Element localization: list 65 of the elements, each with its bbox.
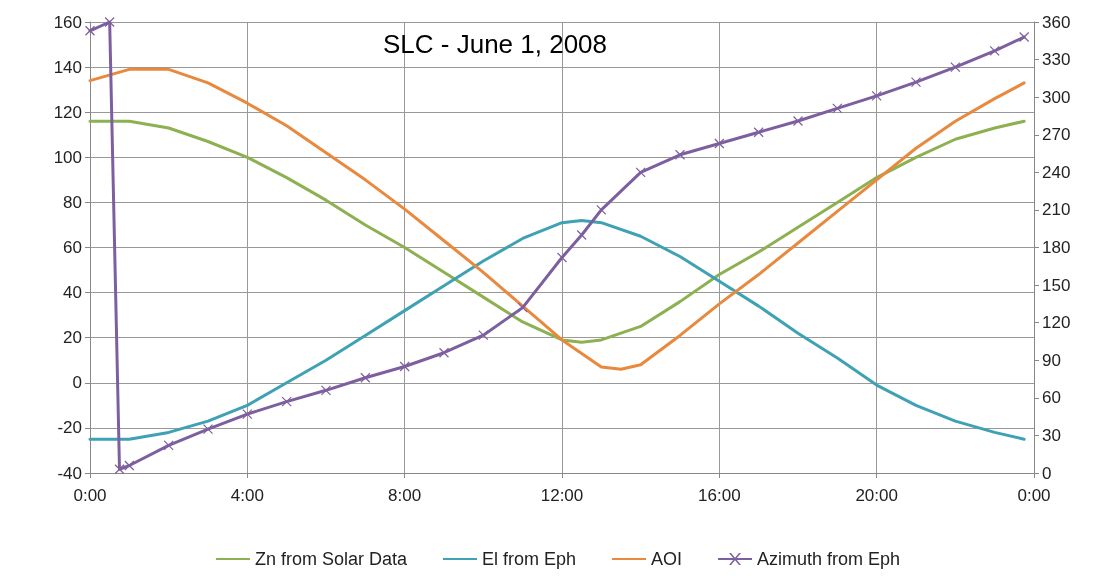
y-tick-label: 100 [53, 147, 82, 167]
y2-tick-label: 240 [1042, 162, 1071, 182]
y2-tick-label: 330 [1042, 50, 1071, 70]
y2-tick-label: 180 [1042, 238, 1071, 257]
point [950, 62, 961, 73]
legend-label: El from Eph [481, 549, 577, 569]
y-tick-label: 140 [53, 57, 82, 77]
y-tick-label: 160 [53, 12, 82, 32]
point [84, 25, 96, 36]
line-series [88, 119, 1026, 344]
point [556, 252, 568, 263]
y2-tick-label: 30 [1042, 425, 1061, 445]
point [360, 372, 371, 383]
x-tick-label: 20:00 [855, 486, 898, 505]
y-tick-label: 60 [63, 238, 82, 257]
point [478, 330, 489, 341]
y-tick-label: -40 [57, 463, 82, 483]
x-tick-label: 0:00 [1017, 486, 1051, 505]
y-tick-label: 80 [63, 192, 82, 212]
point [910, 77, 922, 88]
chart-title: SLC - June 1, 2008 [383, 29, 608, 59]
point [104, 16, 115, 28]
x-tick-label: 0:00 [73, 486, 107, 505]
line-series [88, 218, 1026, 441]
point [1019, 31, 1030, 43]
point [714, 138, 725, 149]
y-tick-label: 40 [63, 283, 82, 303]
legend-label: Zn from Solar Data [254, 549, 408, 569]
point [163, 440, 174, 451]
y2-tick-label: 90 [1042, 350, 1061, 370]
x-tick-label: 12:00 [540, 486, 584, 505]
point [871, 90, 882, 102]
point [281, 396, 292, 407]
point [399, 361, 410, 372]
y2-tick-label: 210 [1042, 200, 1071, 220]
point [320, 385, 332, 396]
y-tick-label: 0 [72, 373, 82, 393]
point [202, 424, 214, 435]
point [674, 149, 686, 160]
point [753, 127, 764, 138]
legend-label: AOI [651, 549, 683, 569]
y2-tick-label: 120 [1042, 313, 1071, 333]
y2-tick-label: 270 [1042, 125, 1071, 145]
point [438, 347, 450, 358]
point [635, 167, 646, 178]
y2-tick-label: 360 [1042, 12, 1071, 32]
y2-tick-label: 60 [1042, 388, 1061, 408]
line-series [88, 67, 1026, 371]
x-tick-label: 4:00 [230, 486, 264, 505]
point [832, 103, 843, 114]
point [242, 409, 253, 420]
y2-tick-label: 0 [1042, 463, 1052, 483]
x-tick-label: 16:00 [698, 486, 741, 505]
point [114, 464, 125, 475]
y2-tick-label: 150 [1042, 275, 1071, 295]
point [792, 115, 804, 127]
y-tick-label: 120 [53, 102, 82, 122]
point [124, 460, 135, 471]
point [989, 45, 1000, 56]
x-tick-label: 8:00 [388, 486, 422, 505]
y2-tick-label: 300 [1042, 87, 1071, 107]
y-tick-label: 20 [63, 328, 82, 348]
legend-label: Azimuth from Eph [757, 549, 901, 569]
point [517, 302, 528, 313]
y-tick-label: -20 [57, 418, 82, 438]
